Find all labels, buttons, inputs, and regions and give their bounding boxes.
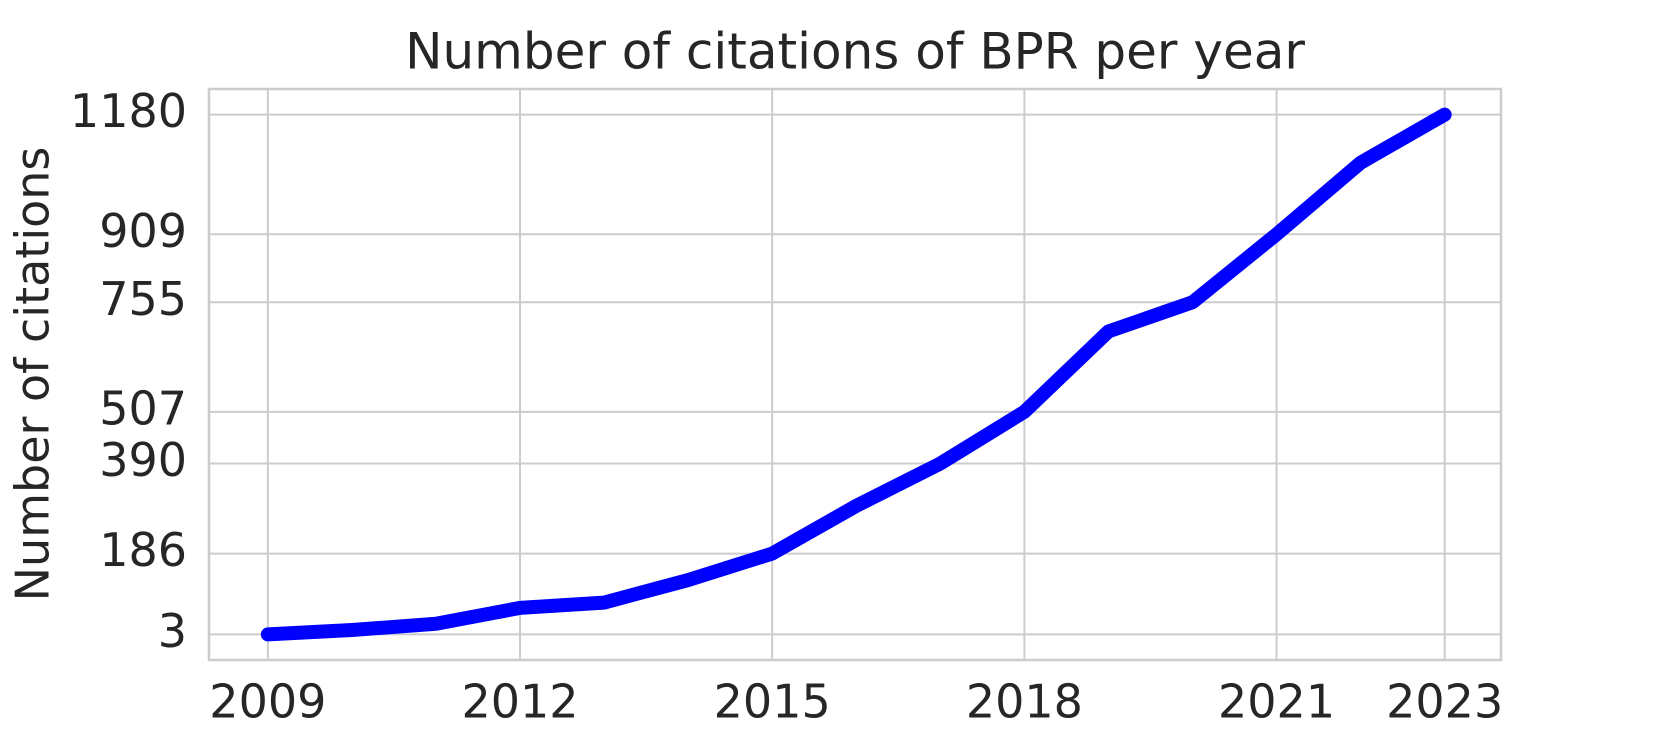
x-tick-label: 2012 bbox=[461, 675, 578, 729]
y-tick-label: 507 bbox=[99, 381, 187, 435]
chart-title: Number of citations of BPR per year bbox=[405, 23, 1305, 81]
plot-frame bbox=[207, 87, 1503, 662]
y-tick-label: 755 bbox=[99, 272, 187, 326]
y-axis-label: Number of citations bbox=[6, 147, 60, 602]
y-tick-label: 3 bbox=[158, 604, 187, 658]
x-tick-label: 2021 bbox=[1218, 675, 1335, 729]
data-line bbox=[260, 107, 1452, 642]
y-tick-label: 186 bbox=[99, 523, 187, 577]
x-tick-label: 2009 bbox=[209, 675, 326, 729]
y-tick-label: 909 bbox=[99, 204, 187, 258]
x-tick-label: 2015 bbox=[714, 675, 831, 729]
y-tick-label: 390 bbox=[99, 433, 187, 487]
x-tick-label: 2018 bbox=[966, 675, 1083, 729]
x-tick-label: 2023 bbox=[1386, 675, 1503, 729]
y-tick-label: 1180 bbox=[70, 84, 187, 138]
